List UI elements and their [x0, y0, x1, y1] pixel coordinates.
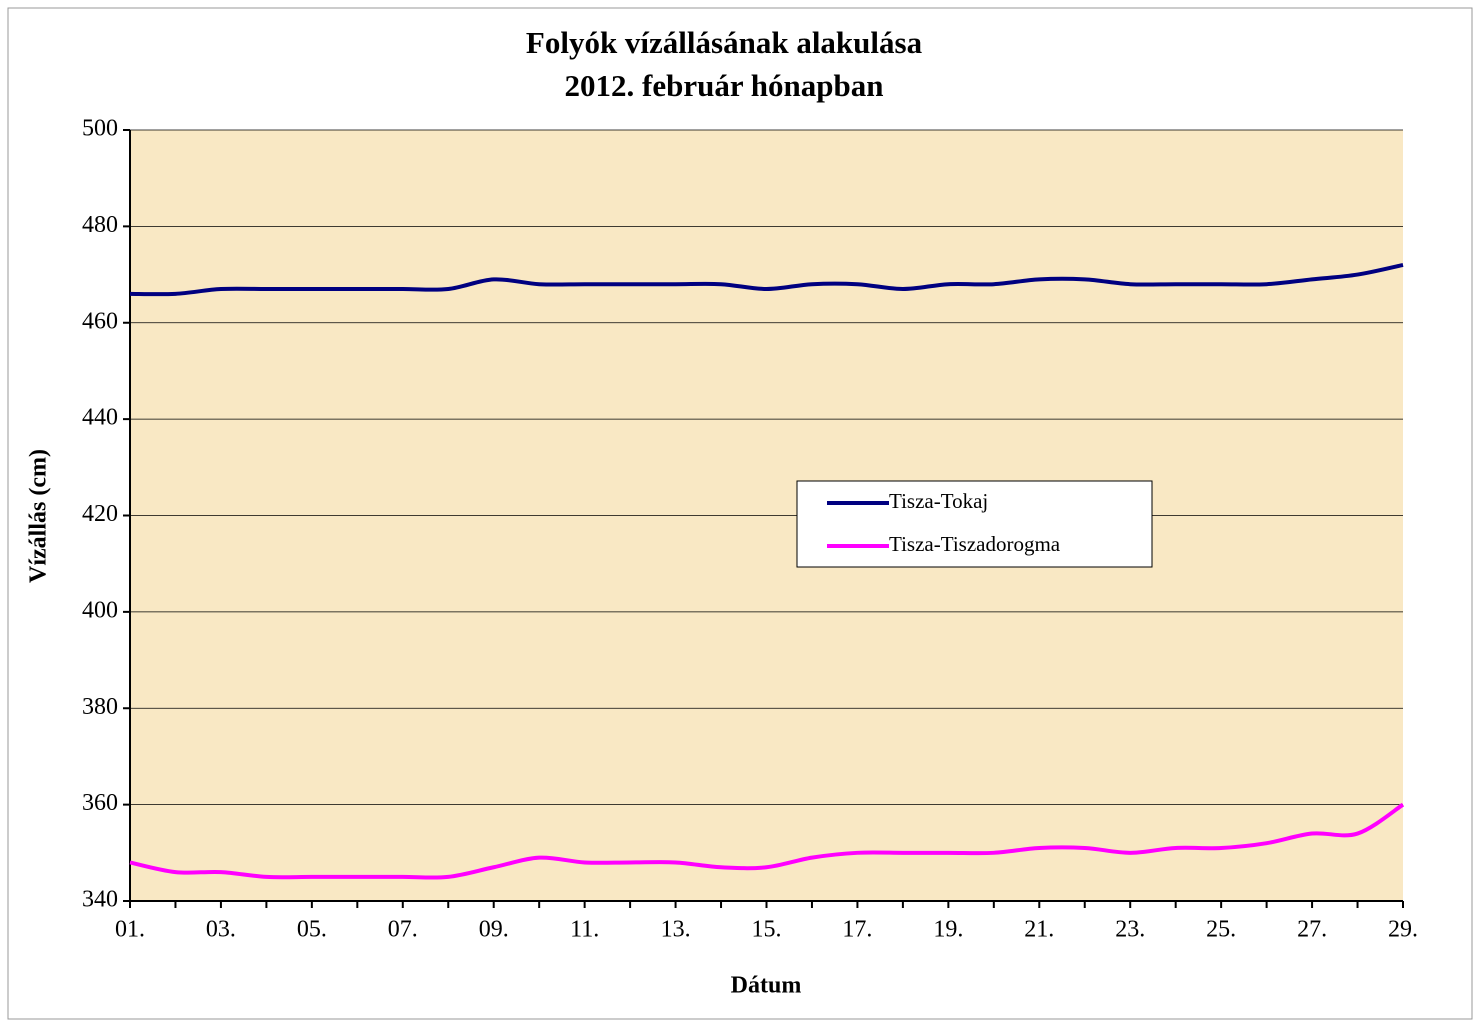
x-tick-label: 11. [570, 917, 599, 943]
x-tick-label: 27. [1297, 917, 1327, 943]
y-tick-label: 480 [82, 212, 118, 238]
y-tick-label: 360 [82, 790, 118, 816]
chart-title: 2012. február hónapban [565, 68, 884, 103]
chart-title: Folyók vízállásának alakulása [526, 25, 923, 60]
x-tick-label: 19. [933, 917, 963, 943]
x-tick-label: 17. [842, 917, 872, 943]
legend-label: Tisza-Tokaj [889, 489, 988, 513]
legend-box [796, 480, 1153, 568]
y-tick-label: 460 [82, 308, 118, 334]
y-axis-label: Vízállás (cm) [26, 449, 52, 583]
x-axis-label: Dátum [731, 973, 802, 999]
x-tick-label: 21. [1024, 917, 1054, 943]
y-tick-label: 340 [82, 887, 118, 913]
x-tick-label: 03. [206, 917, 236, 943]
y-tick-label: 440 [82, 405, 118, 431]
y-tick-label: 420 [82, 501, 118, 527]
x-tick-label: 15. [752, 917, 782, 943]
line-series [129, 802, 1405, 880]
x-tick-label: 05. [297, 917, 327, 943]
y-tick-label: 400 [82, 597, 118, 623]
line-series [129, 262, 1404, 297]
y-tick-label: 380 [82, 694, 118, 720]
x-tick-label: 23. [1115, 917, 1145, 943]
x-tick-label: 09. [479, 917, 509, 943]
y-tick-label: 500 [82, 116, 118, 142]
x-tick-label: 13. [661, 917, 691, 943]
x-tick-label: 29. [1388, 917, 1418, 943]
x-tick-label: 25. [1206, 917, 1236, 943]
x-tick-label: 07. [388, 917, 418, 943]
x-tick-label: 01. [115, 917, 145, 943]
legend-label: Tisza-Tiszadorogma [889, 532, 1061, 556]
